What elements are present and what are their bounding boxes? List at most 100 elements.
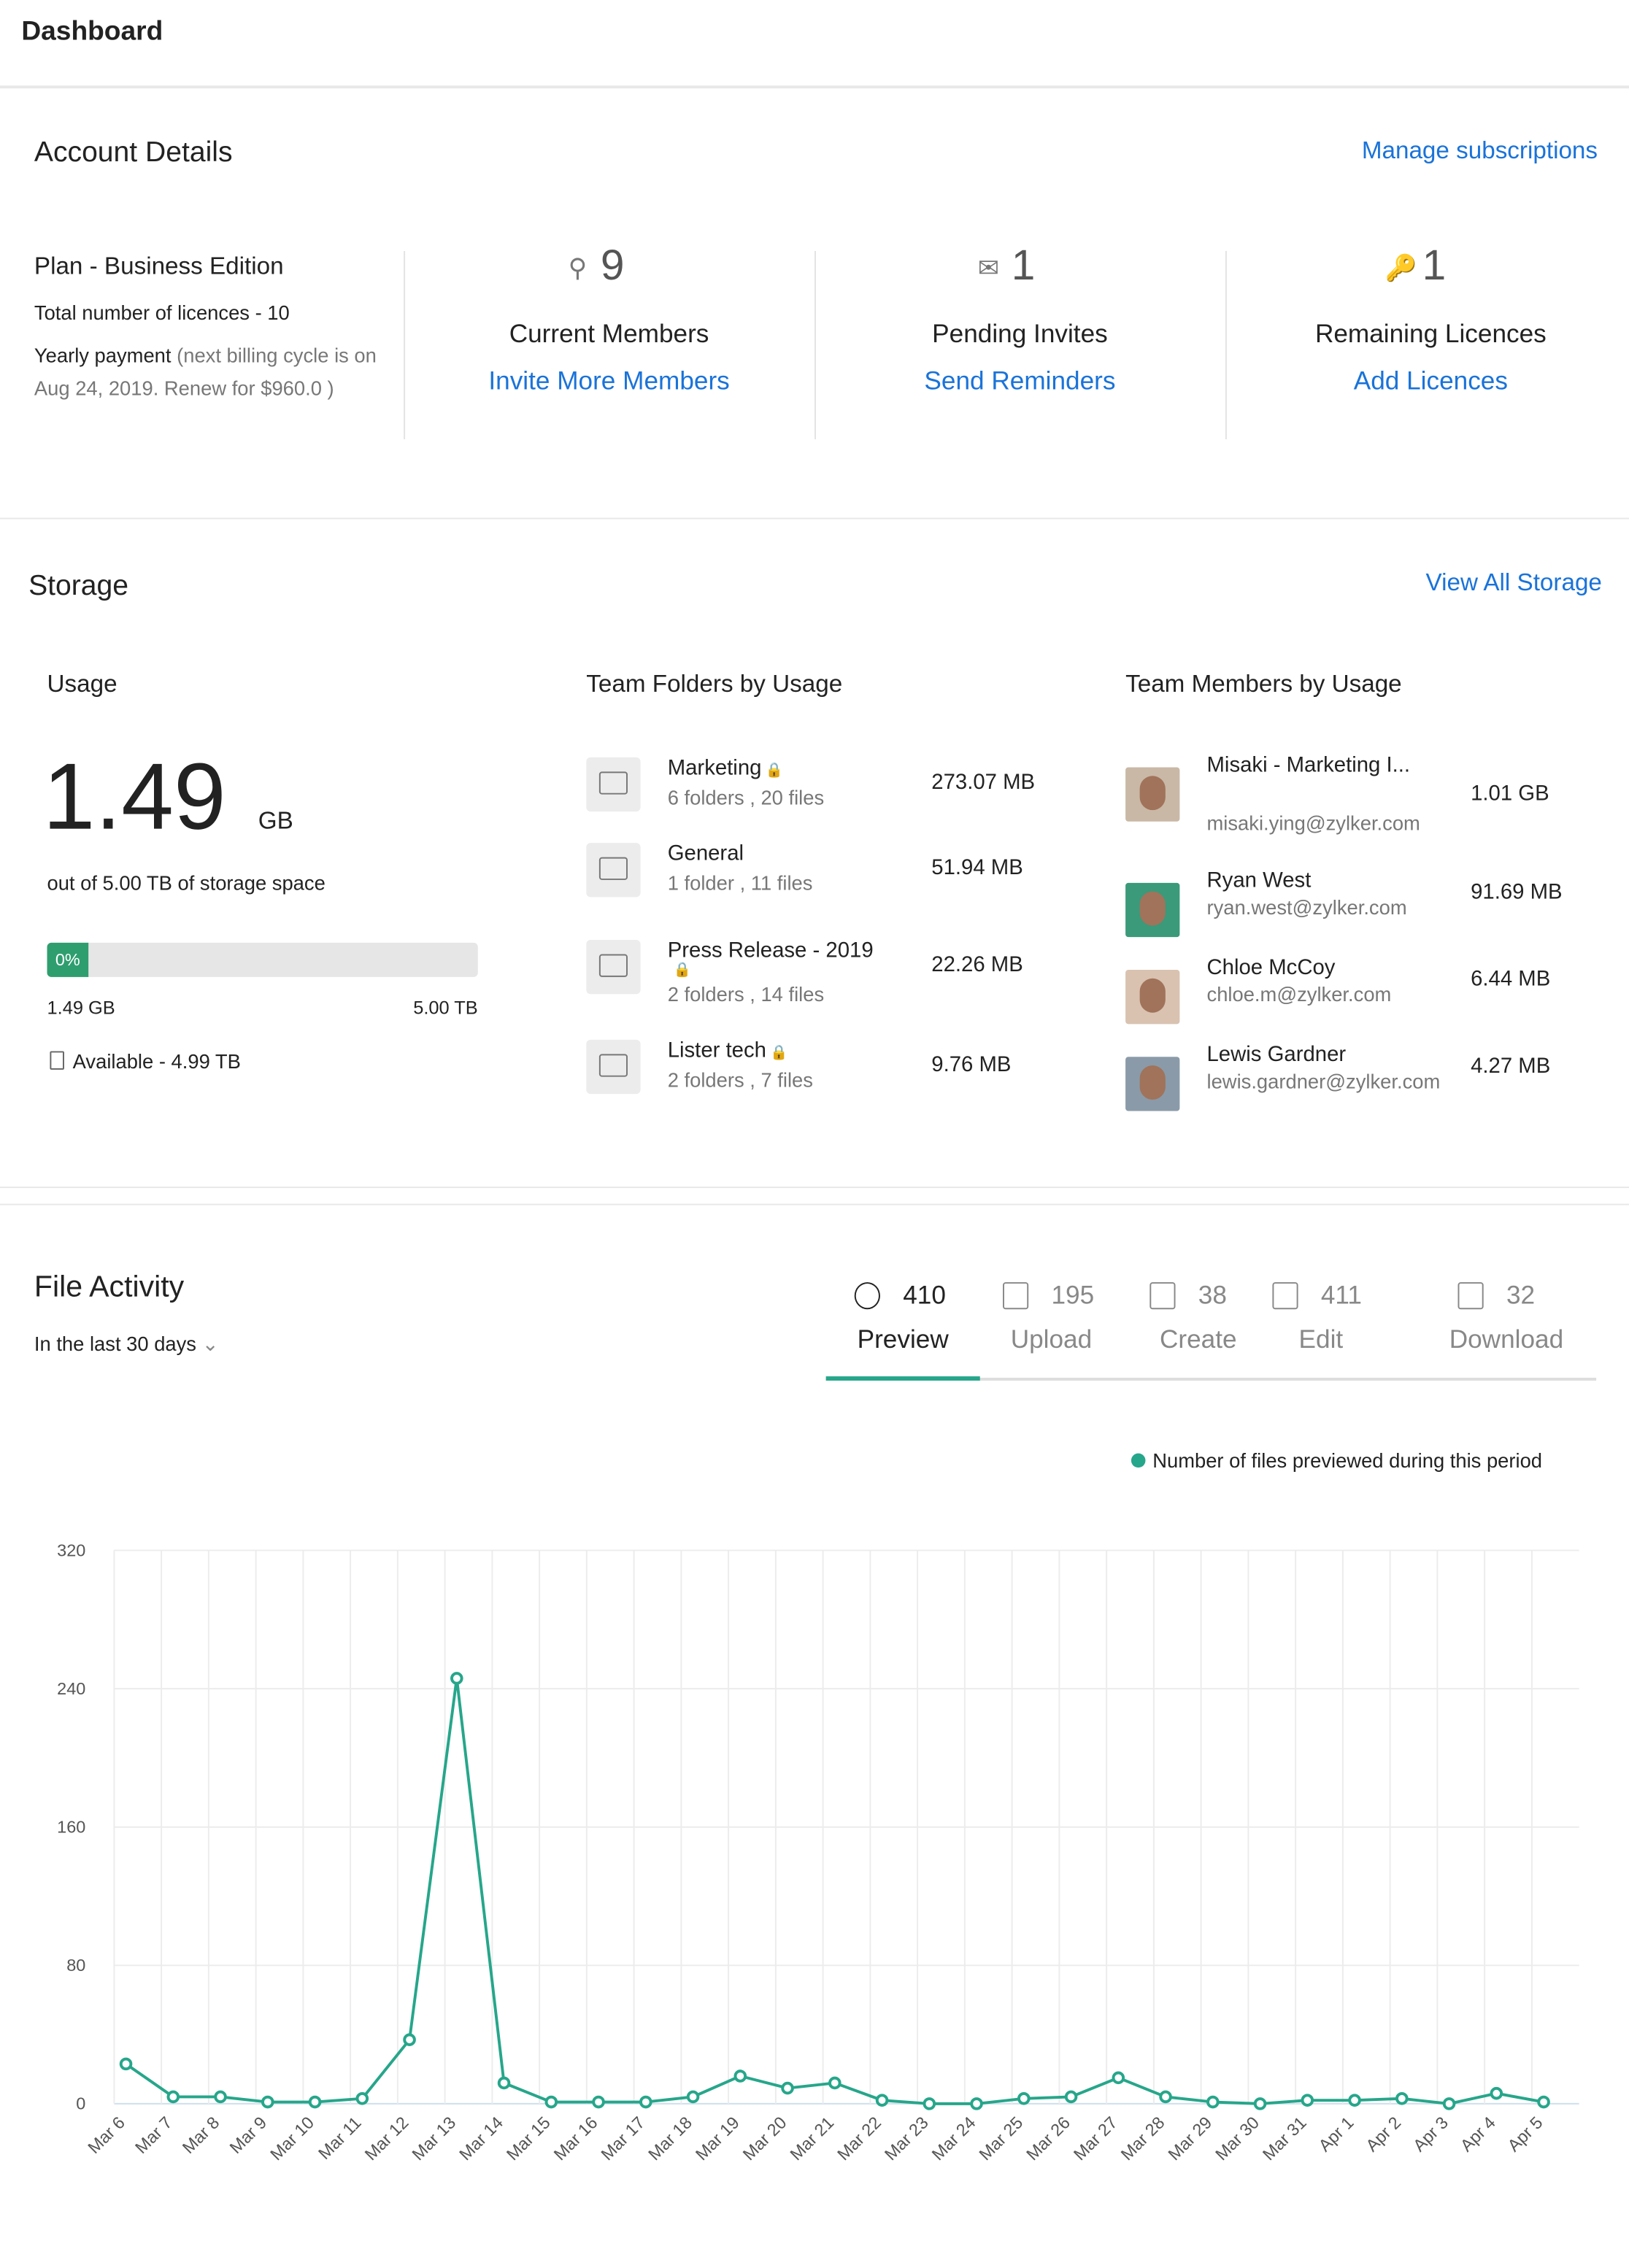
billing-label: Yearly payment <box>34 344 172 367</box>
storage-icon <box>50 1051 64 1070</box>
folder-meta grey: 2 folders , 14 files <box>667 982 825 1006</box>
avatar-face <box>1139 1065 1166 1100</box>
tab-count[interactable]: 410 <box>903 1281 946 1310</box>
point <box>639 2095 652 2109</box>
member-name: Ryan West <box>1206 868 1312 893</box>
tab-icon[interactable] <box>1149 1282 1176 1310</box>
x-tick-label: Mar 9 <box>226 2113 271 2157</box>
member-email: lewis.gardner@zylker.com <box>1206 1069 1441 1093</box>
folder-size: 273.07 MB <box>931 770 1036 795</box>
point <box>214 2090 227 2104</box>
point <box>1442 2097 1456 2110</box>
point <box>1301 2094 1314 2107</box>
stat-label: Remaining Licences <box>1314 319 1547 348</box>
x-tick-label: Mar 25 <box>975 2113 1026 2164</box>
x-tick-label: Mar 19 <box>692 2113 743 2164</box>
period: In the last 30 days <box>34 1332 197 1355</box>
x-tick-label: Mar 21 <box>786 2113 837 2164</box>
point <box>686 2090 700 2104</box>
x-tick-label: Mar 10 <box>266 2113 317 2164</box>
x-tick-label: Apr 3 <box>1409 2113 1452 2155</box>
point <box>923 2097 936 2110</box>
point <box>592 2095 605 2109</box>
x-tick-label: Mar 27 <box>1070 2113 1121 2164</box>
tab-icon[interactable] <box>1272 1282 1298 1310</box>
chart: Number of files previewed during this pe… <box>57 1449 1579 2164</box>
stat-count: 9 <box>600 242 625 290</box>
usage-caption: out of 5.00 TB of storage space <box>47 871 326 895</box>
tab-icon[interactable] <box>1003 1282 1029 1310</box>
x-tick-label: Mar 24 <box>928 2113 979 2164</box>
line <box>125 1678 1544 2105</box>
y-tick-label: 320 <box>57 1540 85 1559</box>
point <box>781 2081 794 2095</box>
stat-icon: ⚲ <box>568 253 588 282</box>
member-size: 91.69 MB <box>1471 879 1563 905</box>
tab-count[interactable]: 32 <box>1506 1281 1536 1310</box>
usage-value: 1.49 <box>42 743 226 849</box>
folder-size: 51.94 MB <box>931 855 1023 880</box>
member-email: ryan.west@zylker.com <box>1206 895 1407 919</box>
progress-fill: 0% <box>47 942 89 977</box>
folder-glyph <box>598 857 628 880</box>
avatar-face <box>1139 978 1166 1013</box>
point <box>403 2033 416 2046</box>
divider <box>0 1203 1629 1206</box>
point <box>970 2097 983 2110</box>
tab-label[interactable]: Edit <box>1298 1324 1344 1354</box>
folder-icon <box>586 940 641 995</box>
x-tick-label: Mar 12 <box>361 2113 412 2164</box>
storage-link[interactable]: View All Storage <box>1425 568 1602 596</box>
manage-link[interactable]: Manage subscriptions <box>1361 136 1598 164</box>
period-select[interactable]: In the last 30 days ⌄ <box>34 1332 219 1355</box>
usage-unit: GB <box>258 807 293 835</box>
x-tick-label: Apr 1 <box>1315 2113 1358 2155</box>
x-tick-label: Mar 28 <box>1117 2113 1168 2164</box>
section-title: File Activity <box>34 1270 185 1304</box>
x-tick-label: Mar 20 <box>739 2113 790 2164</box>
divider <box>1225 250 1227 439</box>
folder-name: Press Release - 2019 🔒 <box>668 938 910 979</box>
point <box>450 1672 463 1685</box>
point <box>828 2076 842 2090</box>
x-tick-label: Mar 16 <box>550 2113 601 2164</box>
tab-label[interactable]: Download <box>1449 1324 1564 1354</box>
tab-label[interactable]: Create <box>1159 1324 1237 1354</box>
stat-link link[interactable]: Invite More Members <box>488 366 730 396</box>
divider <box>814 250 816 439</box>
point <box>355 2091 369 2105</box>
tab-count[interactable]: 411 <box>1320 1281 1362 1310</box>
folder-size: 22.26 MB <box>931 952 1023 977</box>
member-name: Lewis Gardner <box>1206 1042 1347 1067</box>
lock-icon: 🔒 <box>766 1045 788 1062</box>
x-tick-label: Mar 22 <box>833 2113 885 2164</box>
x-tick-label: Apr 5 <box>1504 2113 1547 2155</box>
tab-count[interactable]: 38 <box>1198 1281 1227 1310</box>
lock-icon: 🔒 <box>761 763 784 779</box>
member-email: chloe.m@zylker.com <box>1206 982 1392 1006</box>
x-tick-label: Mar 13 <box>408 2113 459 2164</box>
tab-count[interactable]: 195 <box>1051 1281 1095 1310</box>
x-tick-label: Mar 31 <box>1259 2113 1310 2164</box>
x-tick-label: Mar 8 <box>179 2113 223 2157</box>
tab-label[interactable]: Upload <box>1010 1324 1093 1354</box>
divider <box>404 250 406 439</box>
point <box>1112 2071 1125 2085</box>
stat-icon: 🔑 <box>1385 253 1417 282</box>
tab-label[interactable]: Preview <box>857 1324 949 1354</box>
member-email: misaki.ying@zylker.com <box>1206 811 1420 835</box>
folder-size: 9.76 MB <box>931 1052 1012 1077</box>
stat-link link[interactable]: Send Reminders <box>924 366 1116 396</box>
divider <box>0 517 1629 520</box>
tab-icon[interactable] <box>1457 1282 1484 1310</box>
folder-name: General <box>667 841 744 866</box>
member-name: Chloe McCoy <box>1206 955 1336 980</box>
folder-glyph <box>598 771 628 795</box>
stat-link link[interactable]: Add Licences <box>1353 366 1508 396</box>
section-title: Storage <box>28 570 129 602</box>
tab-icon[interactable] <box>854 1282 880 1310</box>
x-tick-label: Mar 14 <box>455 2113 507 2164</box>
stat-count: 1 <box>1011 242 1036 290</box>
point <box>497 2076 511 2090</box>
folder-icon <box>586 757 641 812</box>
